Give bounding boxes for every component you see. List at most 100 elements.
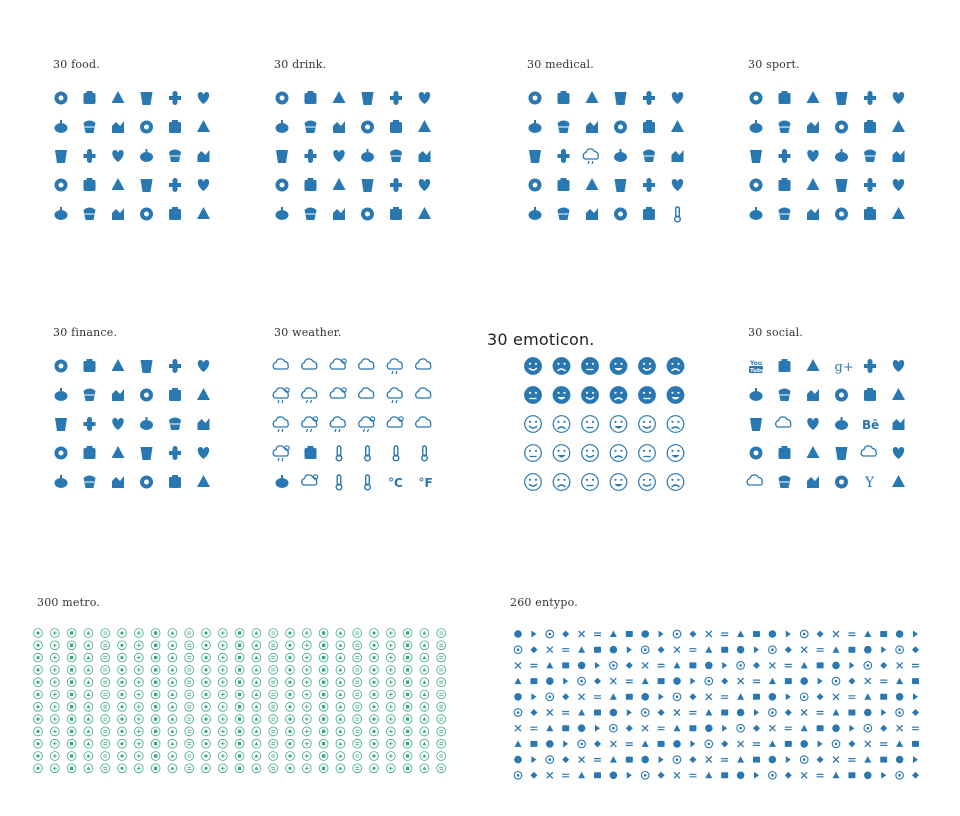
red-wine-icon bbox=[304, 120, 317, 133]
entypo-icon bbox=[641, 755, 649, 764]
entypo-icon bbox=[864, 645, 872, 654]
metro-icon bbox=[419, 677, 430, 688]
app-store-icon bbox=[749, 388, 763, 401]
metro-icon bbox=[150, 652, 161, 663]
entypo-icon bbox=[785, 630, 791, 638]
entypo-icon bbox=[672, 755, 682, 764]
happy-icon bbox=[581, 415, 599, 433]
metro-icon bbox=[285, 665, 295, 675]
entypo-icon bbox=[831, 676, 841, 686]
metro-icon bbox=[218, 677, 228, 688]
svg-text:You: You bbox=[749, 360, 762, 367]
metro-icon bbox=[402, 652, 413, 663]
entypo-icon bbox=[912, 771, 919, 779]
metro-icon bbox=[134, 652, 144, 663]
metro-icon bbox=[369, 714, 379, 724]
speedometer-icon bbox=[749, 178, 763, 192]
metro-icon bbox=[66, 702, 77, 712]
entypo-icon bbox=[545, 692, 555, 702]
entypo-icon bbox=[577, 724, 586, 732]
cloud-wind-icon bbox=[415, 387, 432, 399]
metro-icon bbox=[301, 677, 312, 688]
metro-icon bbox=[117, 628, 127, 638]
metro-icon bbox=[352, 763, 363, 774]
exchange-icon bbox=[83, 417, 96, 431]
metro-icon bbox=[369, 677, 379, 688]
entypo-icon bbox=[562, 725, 570, 732]
metro-icon bbox=[251, 738, 262, 749]
entypo-icon bbox=[594, 740, 601, 748]
entypo-icon bbox=[673, 677, 681, 685]
metro-icon bbox=[66, 677, 77, 688]
entypo-icon bbox=[563, 740, 569, 748]
metro-icon bbox=[167, 665, 178, 675]
metro-icon bbox=[369, 665, 379, 675]
entypo-icon bbox=[578, 756, 586, 764]
macaron-icon bbox=[112, 150, 124, 162]
metro-icon bbox=[369, 702, 379, 712]
entypo-icon bbox=[768, 740, 776, 747]
snow-cloud-icon bbox=[386, 387, 403, 404]
metro-icon bbox=[100, 738, 110, 749]
tooth-icon bbox=[557, 149, 570, 163]
entypo-icon bbox=[881, 709, 887, 716]
entypo-icon bbox=[768, 677, 776, 685]
golf-icon bbox=[835, 92, 848, 105]
entypo-icon bbox=[754, 771, 759, 779]
heartbeat-icon bbox=[557, 120, 570, 133]
metro-icon bbox=[49, 689, 60, 700]
metro-icon bbox=[83, 763, 94, 774]
metro-icon bbox=[184, 763, 194, 774]
weather-icon-grid: °C °F bbox=[272, 356, 444, 501]
metro-icon bbox=[184, 714, 194, 724]
metro-icon bbox=[385, 738, 396, 749]
entypo-icon bbox=[689, 710, 697, 715]
metro-icon bbox=[167, 702, 178, 712]
metro-icon bbox=[436, 714, 447, 724]
entypo-icon bbox=[737, 756, 745, 763]
metro-icon bbox=[352, 738, 363, 749]
entypo-icon bbox=[848, 632, 856, 637]
entypo-icon bbox=[863, 723, 873, 733]
male-icon bbox=[528, 207, 542, 220]
entypo-icon bbox=[705, 630, 713, 638]
entypo-icon bbox=[736, 645, 745, 654]
entypo-icon-grid bbox=[513, 629, 930, 790]
entypo-icon bbox=[641, 724, 649, 732]
sun-cloud-rain-icon bbox=[272, 387, 290, 404]
frown-icon bbox=[666, 473, 685, 491]
dropbox-icon bbox=[750, 418, 762, 431]
entypo-icon bbox=[753, 724, 760, 732]
entypo-icon bbox=[881, 771, 887, 779]
metro-icon bbox=[100, 702, 110, 712]
metro-icon bbox=[268, 665, 278, 675]
tongue-icon bbox=[666, 415, 685, 433]
emoticon-icon-grid bbox=[524, 356, 695, 501]
thermometer-icon bbox=[392, 445, 400, 462]
entypo-icon bbox=[689, 773, 697, 778]
sport-icon-grid bbox=[747, 88, 918, 233]
entypo-icon bbox=[753, 661, 760, 669]
female-icon bbox=[557, 207, 570, 220]
fahrenheit-icon: °F bbox=[419, 476, 433, 490]
ice-bucket-icon bbox=[418, 179, 431, 191]
metro-icon bbox=[318, 677, 329, 688]
metro-icon bbox=[234, 738, 245, 749]
entypo-icon bbox=[673, 740, 681, 748]
entypo-icon bbox=[799, 755, 809, 764]
entypo-icon bbox=[705, 771, 713, 779]
metro-icon bbox=[117, 751, 127, 761]
metro-icon bbox=[335, 652, 346, 663]
smirk-icon bbox=[638, 473, 656, 491]
entypo-icon bbox=[832, 756, 840, 764]
metro-icon bbox=[100, 714, 110, 724]
metro-icon bbox=[268, 652, 278, 663]
metro-icon bbox=[436, 628, 447, 638]
metro-icon bbox=[49, 714, 60, 724]
ham-icon bbox=[83, 149, 96, 163]
entypo-icon bbox=[625, 693, 633, 700]
metro-icon bbox=[436, 726, 447, 737]
metro-icon bbox=[100, 652, 110, 663]
popcorn-icon bbox=[54, 178, 68, 192]
croissant-icon bbox=[83, 120, 96, 133]
